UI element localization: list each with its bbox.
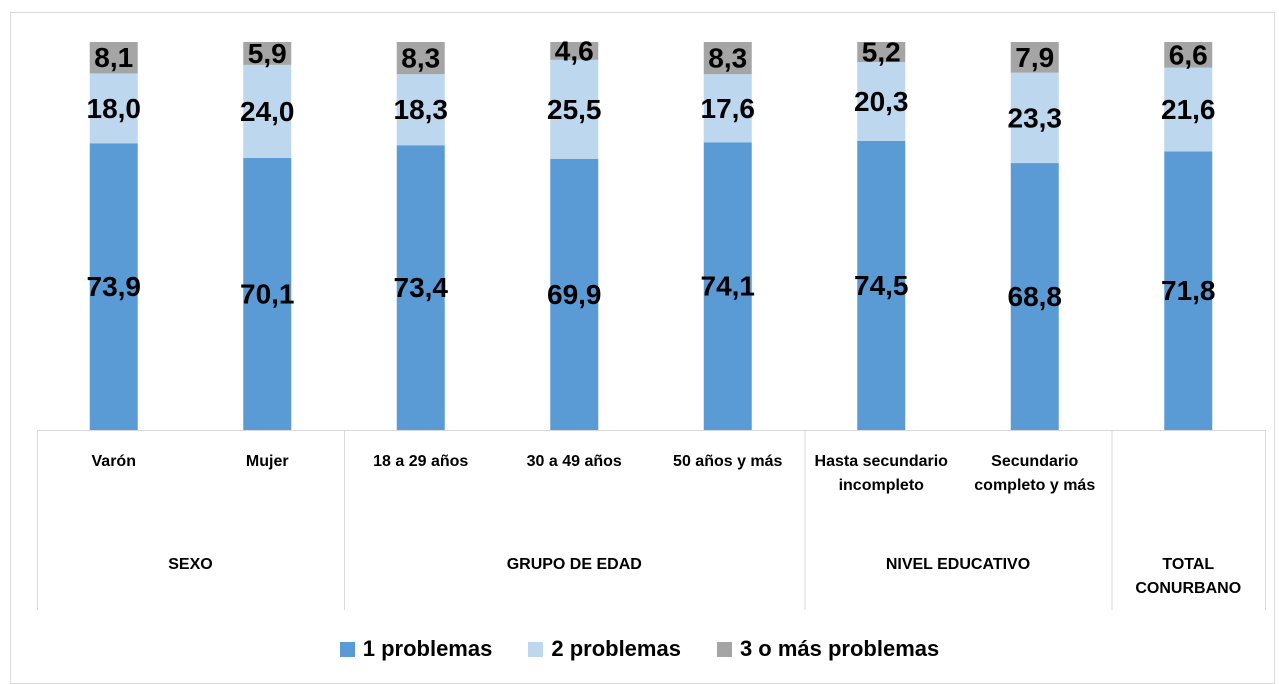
data-label: 73,4 (394, 272, 449, 303)
legend-label: 1 problemas (362, 636, 493, 661)
data-label: 73,9 (87, 271, 142, 302)
group-label: NIVEL EDUCATIVO (885, 556, 1031, 573)
bar-segment (703, 74, 752, 143)
bar-segment (396, 145, 445, 430)
bar-segment (1164, 151, 1213, 430)
bar-segment (396, 42, 445, 75)
data-label: 7,9 (1015, 42, 1054, 73)
legend-item: 3 o más problemas (716, 636, 940, 662)
legend-swatch (339, 641, 355, 657)
data-label: 25,5 (547, 94, 602, 125)
bar-segment (243, 42, 292, 65)
bar-segment (857, 62, 906, 141)
data-label: 71,8 (1161, 275, 1216, 306)
data-label: 23,3 (1008, 102, 1063, 133)
bar-segment (1010, 72, 1059, 164)
legend-label: 2 problemas (551, 636, 681, 661)
legend-label: 3 o más problemas (739, 636, 940, 661)
data-label: 8,3 (708, 43, 747, 74)
data-label: 20,3 (854, 86, 909, 117)
data-label: 17,6 (701, 93, 756, 124)
data-label: 21,6 (1161, 94, 1216, 125)
chart-frame (10, 12, 1275, 684)
bar-segment (243, 158, 292, 430)
data-label: 4,6 (555, 35, 594, 66)
bar-segment (550, 59, 599, 159)
data-label: 70,1 (240, 279, 295, 310)
bar-segment (1164, 42, 1213, 68)
data-label: 8,1 (94, 42, 133, 73)
bar-segment (550, 42, 599, 60)
data-label: 5,2 (862, 37, 901, 68)
data-label: 24,0 (240, 96, 295, 127)
legend-item: 1 problemas (339, 636, 493, 662)
bar-segment (550, 158, 599, 430)
bar-segment (857, 42, 906, 63)
bar-segment (1010, 42, 1059, 73)
data-label: 74,1 (701, 271, 756, 302)
group-label: GRUPO DE EDAD (506, 556, 642, 573)
data-label: 18,3 (394, 94, 449, 125)
legend: 1 problemas 2 problemas 3 o más problemas (0, 636, 1279, 662)
bar-segment (243, 64, 292, 159)
data-label: 69,9 (547, 279, 602, 310)
bar-segment (89, 143, 138, 430)
data-label: 8,3 (401, 43, 440, 74)
x-tick-label: Mujer (245, 453, 289, 470)
bar-segment (703, 142, 752, 430)
legend-swatch (716, 641, 732, 657)
bar-segment (1010, 163, 1059, 430)
bar-segment (89, 73, 138, 144)
x-tick-label: 50 años y más (673, 453, 783, 470)
x-tick-label: Secundario completo y más (974, 453, 1096, 494)
legend-swatch (528, 641, 544, 657)
data-label: 18,0 (87, 93, 142, 124)
x-tick-label: 18 a 29 años (373, 453, 469, 470)
data-label: 68,8 (1008, 281, 1063, 312)
group-label: SEXO (168, 556, 213, 573)
x-tick-label: Hasta secundario incompleto (814, 453, 948, 494)
bar-segment (703, 42, 752, 75)
bar-segment (1164, 67, 1213, 152)
data-label: 74,5 (854, 270, 909, 301)
x-tick-label: 30 a 49 años (526, 453, 622, 470)
legend-item: 2 problemas (528, 636, 681, 662)
bar-segment (857, 140, 906, 430)
bar-segment (396, 74, 445, 146)
bar-segment (89, 42, 138, 74)
data-label: 6,6 (1169, 39, 1208, 70)
data-label: 5,9 (248, 38, 287, 69)
group-label: TOTAL CONURBANO (1135, 556, 1242, 597)
x-tick-label: Varón (91, 453, 136, 470)
